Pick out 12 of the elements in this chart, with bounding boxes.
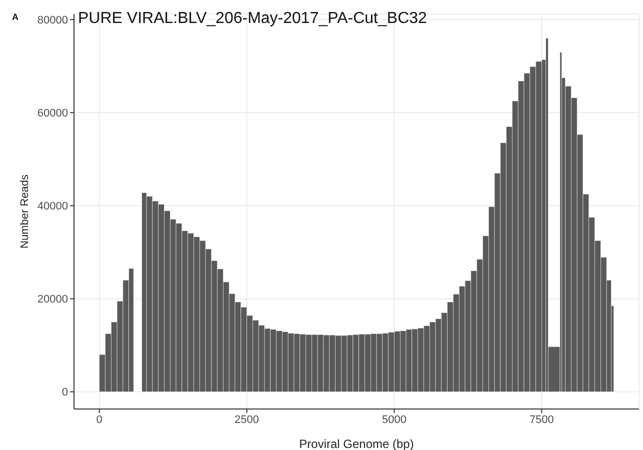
y-tick-label: 20000 — [37, 294, 68, 306]
x-tick-label: 0 — [96, 414, 102, 426]
x-tick-label: 5000 — [382, 414, 406, 426]
y-axis-title: Number Reads — [18, 174, 31, 248]
chart-title: PURE VIRAL:BLV_206-May-2017_PA-Cut_BC32 — [78, 10, 427, 28]
x-tick-label: 7500 — [529, 414, 554, 426]
y-tick-label: 0 — [62, 386, 68, 399]
y-tick-label: 60000 — [37, 108, 68, 120]
y-tick-label: 80000 — [37, 14, 68, 26]
text: A — [12, 12, 18, 22]
x-tick-label: 2500 — [234, 414, 260, 426]
y-tick-label: 40000 — [37, 200, 68, 213]
